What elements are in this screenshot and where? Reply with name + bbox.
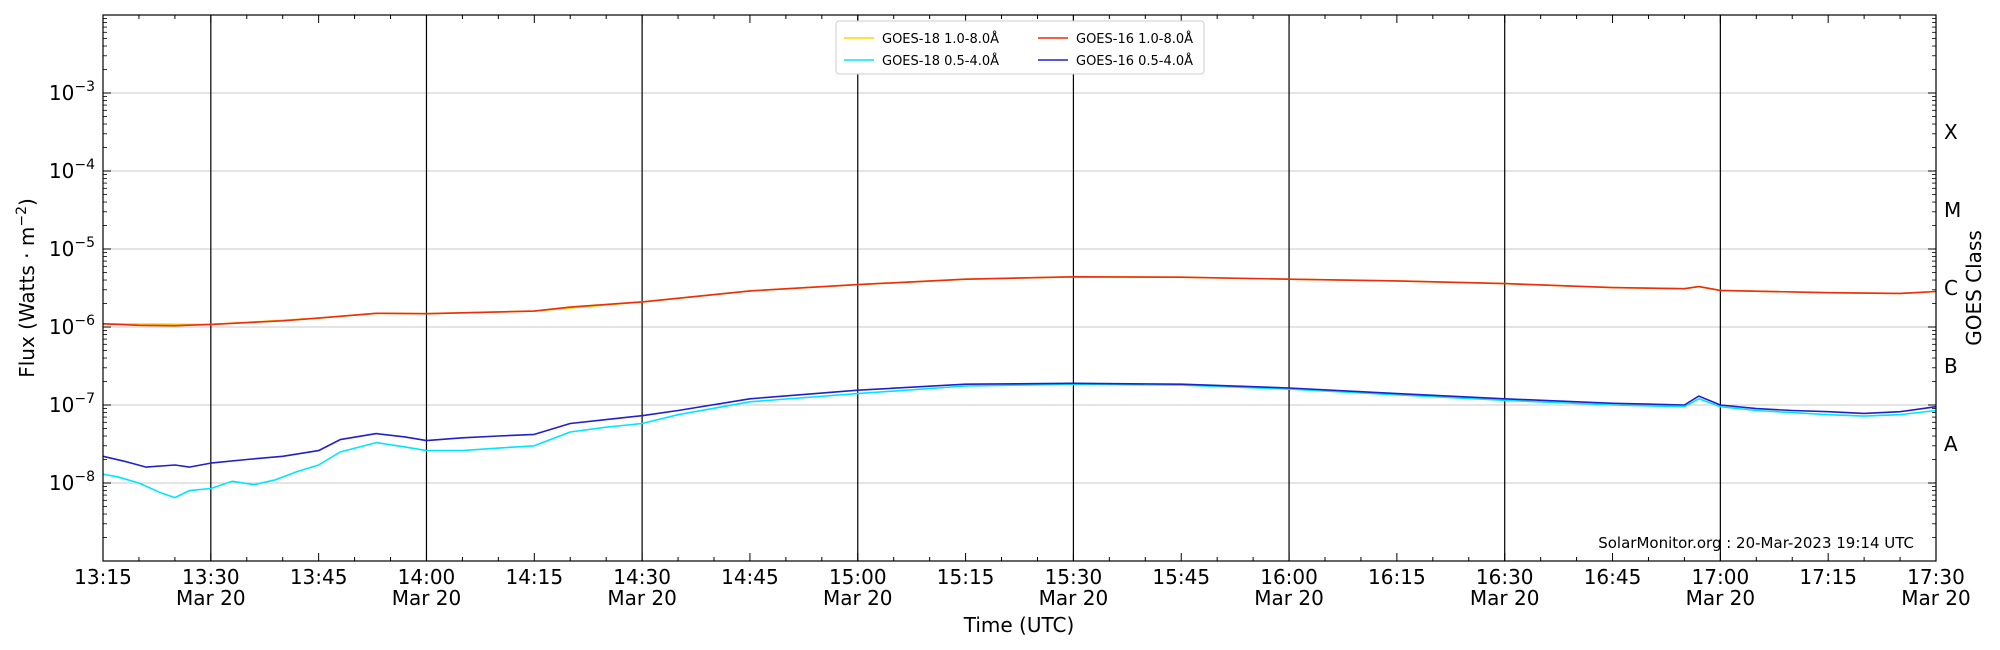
x-tick-label: 15:15 [937,565,995,589]
series-line-3 [102,382,1937,468]
y-tick-exponent: −6 [74,313,95,329]
series-line-2 [102,276,1937,327]
x-tick-label: 13:30 [182,565,240,589]
legend-label: GOES-18 0.5-4.0Å [882,53,999,69]
grid-layer [103,14,1936,562]
x-tick-date-label: Mar 20 [1686,586,1756,610]
credit-text: SolarMonitor.org : 20-Mar-2023 19:14 UTC [1598,534,1914,552]
x-tick-date-label: Mar 20 [1470,586,1540,610]
y-tick-label: 10−6 [49,313,95,339]
x-tick-label: 17:00 [1692,565,1750,589]
y-axis-title-sup: −2 [14,206,30,227]
x-tick-label: 16:45 [1584,565,1642,589]
plot-frame [102,14,1937,562]
y-tick-label: 10−4 [49,157,95,183]
x-tick-date-label: Mar 20 [1901,586,1971,610]
y2-axis-title: GOES Class [1962,230,1986,346]
y-tick-base: 10 [49,471,74,495]
goes-class-label: X [1944,120,1958,144]
x-tick-label: 15:00 [829,565,887,589]
legend-box [835,20,1205,75]
x-tick-label: 16:00 [1260,565,1318,589]
y-tick-label: 10−5 [49,235,95,261]
y-tick-base: 10 [49,315,74,339]
y-tick-label: 10−3 [49,79,95,105]
ticks-layer [102,15,1937,561]
x-tick-date-label: Mar 20 [392,586,462,610]
y-tick-exponent: −7 [74,391,95,407]
y-tick-exponent: −3 [74,79,95,95]
legend-label: GOES-16 0.5-4.0Å [1076,53,1193,69]
x-tick-label: 14:45 [721,565,779,589]
y-tick-label: 10−7 [49,391,95,417]
x-tick-date-label: Mar 20 [1039,586,1109,610]
y-tick-base: 10 [49,81,74,105]
goes-class-label: C [1944,276,1958,300]
goes-class-label: M [1944,198,1961,222]
x-tick-label: 14:15 [505,565,563,589]
x-tick-label: 13:15 [74,565,132,589]
y-tick-exponent: −5 [74,235,95,251]
x-tick-date-label: Mar 20 [1254,586,1324,610]
y-axis-title-close: ) [15,198,39,206]
series-layer [102,276,1937,499]
x-tick-label: 14:00 [398,565,456,589]
x-tick-label: 13:45 [290,565,348,589]
y-axis-title-main: Flux (Watts · m [15,227,39,378]
series-line-1 [102,383,1937,499]
y-tick-exponent: −8 [74,469,95,485]
x-axis-title: Time (UTC) [963,613,1075,637]
x-tick-label: 15:30 [1045,565,1103,589]
x-tick-label: 14:30 [613,565,671,589]
y-tick-label: 10−8 [49,469,95,495]
legend-label: GOES-16 1.0-8.0Å [1076,31,1193,47]
goes-class-label: B [1944,354,1958,378]
x-tick-date-label: Mar 20 [176,586,246,610]
legend-label: GOES-18 1.0-8.0Å [882,31,999,47]
y-tick-base: 10 [49,393,74,417]
legend: GOES-18 1.0-8.0Å GOES-18 0.5-4.0Å GOES-16 … [835,20,1205,75]
goes-class-label: A [1944,432,1958,456]
x-tick-date-label: Mar 20 [607,586,677,610]
x-tick-label: 17:15 [1799,565,1857,589]
x-tick-date-label: Mar 20 [823,586,893,610]
x-tick-label: 16:30 [1476,565,1534,589]
y-tick-base: 10 [49,159,74,183]
x-tick-label: 15:45 [1152,565,1210,589]
y-tick-base: 10 [49,237,74,261]
y-axis-title: Flux (Watts · m−2) [14,198,39,378]
x-tick-label: 16:15 [1368,565,1426,589]
y-tick-exponent: −4 [74,157,95,173]
x-tick-label: 17:30 [1907,565,1965,589]
